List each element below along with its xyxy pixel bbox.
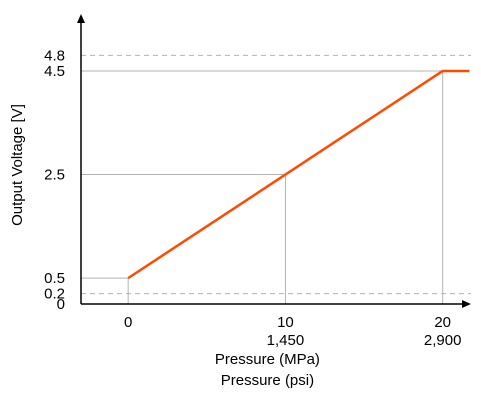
y-axis-label: Output Voltage [V] [9, 104, 26, 226]
output-voltage-line [127, 69, 470, 280]
x-tick-label: 0 [124, 314, 132, 331]
y-tick-label: 4.5 [44, 63, 65, 80]
x-secondary-tick-label: 2,900 [424, 332, 462, 349]
x-tick-label: 10 [277, 314, 294, 331]
y-axis-arrow [77, 14, 85, 23]
x-axis-arrow [462, 300, 471, 308]
x-axis-label-primary: Pressure (MPa) [215, 351, 320, 368]
y-tick-label: 0.2 [44, 286, 65, 303]
y-tick-label: 2.5 [44, 167, 65, 184]
axes [77, 14, 471, 308]
x-tick-label: 20 [434, 314, 451, 331]
x-axis-label-secondary: Pressure (psi) [221, 372, 314, 389]
series-lines [127, 69, 470, 280]
x-secondary-tick-label: 1,450 [267, 332, 305, 349]
y-tick-label: 0.5 [44, 270, 65, 287]
y-tick-label: 0 [57, 296, 65, 313]
y-tick-label: 4.8 [44, 47, 65, 64]
guide-lines [81, 54, 471, 304]
